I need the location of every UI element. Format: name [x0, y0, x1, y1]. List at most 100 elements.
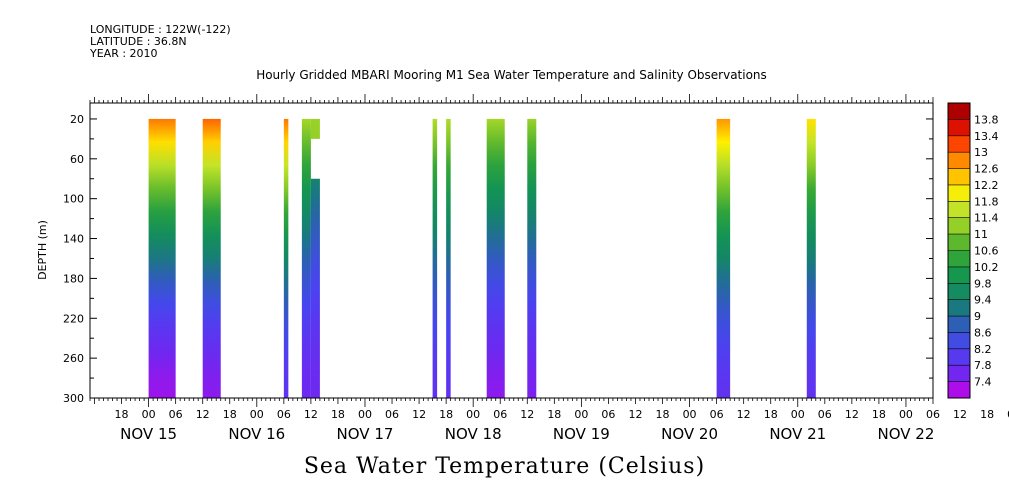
x-day-label: NOV 15	[120, 425, 177, 443]
x-hour-tick-label: 06	[169, 408, 183, 421]
colorbar-tick-label: 11.8	[974, 195, 999, 208]
x-day-label: NOV 21	[769, 425, 826, 443]
y-tick-label: 180	[63, 272, 84, 285]
x-hour-tick-label: 06	[385, 408, 399, 421]
colorbar: 7.4 7.8 8.2 8.6 9 9.4 9.8 10.2 10.6 11 11.4 11.8 12.…	[947, 102, 999, 399]
temperature-column	[486, 118, 505, 398]
y-tick-label: 140	[63, 233, 84, 246]
colorbar-label: Sea Water Temperature (Celsius)	[303, 454, 706, 479]
x-hour-tick-label: 18	[980, 408, 994, 421]
colorbar-band	[948, 184, 970, 202]
y-tick-label: 100	[63, 193, 84, 206]
x-hour-tick-label: 06	[818, 408, 832, 421]
x-day-label: NOV 19	[553, 425, 610, 443]
colorbar-band	[948, 250, 970, 267]
colorbar-tick-label: 11.4	[974, 212, 999, 225]
colorbar-band	[948, 266, 970, 284]
x-hour-tick-label: 12	[845, 408, 859, 421]
colorbar-band	[948, 381, 970, 398]
temperature-column	[310, 178, 320, 398]
colorbar-tick-label: 8.6	[974, 326, 992, 339]
x-hour-tick-label: 18	[872, 408, 886, 421]
temperature-column	[432, 118, 438, 398]
colorbar-band	[948, 201, 970, 218]
x-hour-tick-label: 00	[142, 408, 156, 421]
temperature-column	[446, 118, 451, 398]
colorbar-band	[948, 316, 970, 333]
x-hour-tick-label: 18	[223, 408, 237, 421]
temperature-column	[202, 118, 221, 398]
y-tick-label: 220	[63, 312, 84, 325]
colorbar-tick-label: 7.4	[974, 376, 992, 389]
x-hour-tick-label: 12	[412, 408, 426, 421]
colorbar-tick-label: 7.8	[974, 359, 992, 372]
temperature-column	[148, 118, 176, 398]
y-tick-label: 300	[63, 392, 84, 405]
x-hour-tick-label: 18	[656, 408, 670, 421]
x-hour-tick-label: 18	[764, 408, 778, 421]
y-tick-label: 260	[63, 352, 84, 365]
x-hour-tick-label: 00	[358, 408, 372, 421]
colorbar-tick-label: 11	[974, 228, 988, 241]
colorbar-tick-label: 9.4	[974, 294, 992, 307]
colorbar-tick-label: 10.2	[974, 261, 999, 274]
temperature-column	[283, 118, 289, 398]
x-hour-tick-label: 00	[1007, 408, 1009, 421]
plot-frame	[89, 102, 934, 399]
y-tick-label: 60	[70, 153, 84, 166]
colorbar-band	[948, 348, 970, 366]
x-day-label: NOV 22	[878, 425, 935, 443]
y-tick-label: 20	[70, 113, 84, 126]
x-hour-tick-label: 12	[953, 408, 967, 421]
chart-metadata: LONGITUDE : 122W(-122) LATITUDE : 36.8N …	[90, 24, 231, 60]
x-hour-tick-label: 00	[899, 408, 913, 421]
y-axis-label: DEPTH (m)	[36, 220, 49, 280]
x-hour-tick-label: 00	[466, 408, 480, 421]
colorbar-band	[948, 217, 970, 235]
colorbar-tick-label: 13	[974, 146, 988, 159]
colorbar-band	[948, 234, 970, 251]
colorbar-tick-label: 12.6	[974, 163, 999, 176]
x-hour-tick-label: 00	[250, 408, 264, 421]
x-hour-tick-label: 06	[277, 408, 291, 421]
colorbar-tick-label: 9	[974, 310, 981, 323]
latitude-label: LATITUDE : 36.8N	[90, 35, 187, 48]
colorbar-band	[948, 103, 970, 120]
colorbar-band	[948, 365, 970, 382]
x-hour-tick-label: 06	[493, 408, 507, 421]
x-hour-tick-label: 18	[331, 408, 345, 421]
year-label: YEAR : 2010	[90, 47, 158, 60]
x-hour-tick-label: 18	[115, 408, 129, 421]
x-day-label: NOV 17	[337, 425, 394, 443]
chart-title: Hourly Gridded MBARI Mooring M1 Sea Wate…	[256, 68, 767, 82]
x-hour-tick-label: 06	[926, 408, 940, 421]
x-hour-tick-label: 06	[710, 408, 724, 421]
x-hour-tick-label: 00	[791, 408, 805, 421]
temperature-column	[716, 118, 731, 398]
x-hour-tick-label: 12	[196, 408, 210, 421]
colorbar-tick-label: 13.8	[974, 113, 999, 126]
axes: 20 60 100 140 180 220 260 300 18 00 06 12 18 00 06 12 18…	[63, 94, 1009, 443]
colorbar-tick-label: 8.2	[974, 343, 992, 356]
x-hour-tick-label: 00	[574, 408, 588, 421]
colorbar-band	[948, 119, 970, 136]
x-hour-tick-label: 18	[547, 408, 561, 421]
colorbar-tick-label: 9.8	[974, 277, 992, 290]
x-hour-tick-label: 00	[683, 408, 697, 421]
x-day-label: NOV 20	[661, 425, 718, 443]
temperature-column	[806, 118, 816, 398]
x-hour-tick-label: 06	[601, 408, 615, 421]
x-day-label: NOV 18	[445, 425, 502, 443]
colorbar-tick-label: 12.2	[974, 179, 999, 192]
colorbar-tick-label: 13.4	[974, 130, 999, 143]
colorbar-band	[948, 168, 970, 185]
x-hour-tick-label: 18	[439, 408, 453, 421]
colorbar-band	[948, 283, 970, 300]
temperature-column	[527, 118, 537, 398]
x-hour-tick-label: 12	[628, 408, 642, 421]
x-hour-tick-label: 12	[737, 408, 751, 421]
colorbar-band	[948, 152, 970, 169]
temperature-column	[310, 118, 320, 139]
colorbar-band	[948, 299, 970, 317]
